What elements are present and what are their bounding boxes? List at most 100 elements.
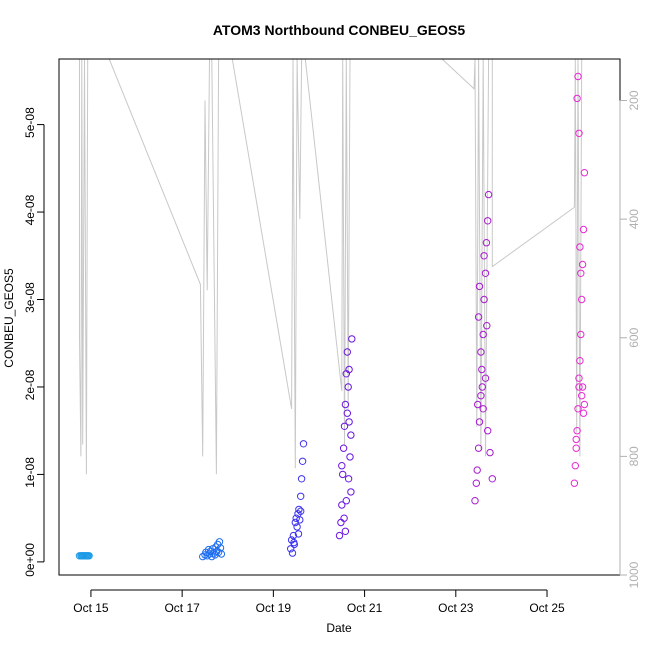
data-point [335, 531, 344, 540]
data-point [579, 409, 588, 417]
data-point [575, 374, 583, 382]
x-tick-label: Oct 19 [256, 601, 292, 615]
data-point [574, 405, 582, 413]
data-point [475, 418, 484, 426]
data-point [343, 348, 351, 356]
data-point [204, 545, 213, 554]
data-point [296, 516, 304, 524]
data-point [344, 383, 352, 391]
data-point [287, 545, 295, 553]
data-point [570, 479, 579, 487]
data-point [572, 444, 580, 452]
data-point [295, 505, 303, 514]
y-tick-label: 5e-08 [23, 107, 37, 138]
data-point [580, 400, 589, 409]
series-group-5 [471, 190, 496, 505]
right-tick-label: 800 [627, 446, 641, 466]
data-point [579, 225, 588, 234]
axes-layer: Oct 15 Oct 17 Oct 19 Oct 21 Oct 23 Oct 25 0e+0… [23, 58, 641, 615]
data-points-layer [75, 72, 589, 561]
data-point [288, 549, 297, 557]
data-point [481, 374, 490, 382]
data-point [474, 400, 482, 409]
data-point [341, 400, 350, 409]
data-point [347, 431, 355, 439]
x-axis-label: Date [326, 621, 352, 635]
data-point [290, 538, 298, 547]
data-point [298, 457, 307, 465]
data-point [294, 530, 303, 538]
data-point [340, 514, 348, 522]
data-point [573, 94, 581, 103]
data-point [477, 348, 485, 356]
data-point [339, 444, 348, 452]
data-point [344, 475, 353, 483]
series-group-4 [335, 335, 356, 540]
data-point [486, 448, 494, 457]
data-point [85, 552, 93, 560]
data-point [472, 479, 480, 487]
data-point [577, 269, 585, 277]
data-point [481, 269, 490, 277]
data-point [484, 427, 492, 435]
plot-frame [58, 58, 621, 576]
data-point [299, 440, 308, 448]
data-point [574, 72, 582, 81]
data-point [477, 392, 485, 400]
data-point [478, 365, 486, 374]
data-point [488, 475, 496, 483]
data-point [575, 129, 583, 138]
data-point [345, 365, 353, 374]
series-group-2 [199, 538, 226, 561]
data-point [484, 190, 493, 199]
data-point [578, 383, 587, 391]
data-point [572, 435, 580, 444]
x-tick-label: Oct 21 [347, 601, 383, 615]
x-tick-label: Oct 17 [164, 601, 200, 615]
data-point [575, 383, 583, 391]
data-point [473, 466, 481, 474]
y-tick-label: 4e-08 [23, 194, 37, 225]
series-group-3 [287, 440, 308, 557]
y-tick-label: 1e-08 [23, 457, 37, 488]
data-point [341, 527, 350, 535]
data-point [297, 492, 305, 500]
data-point [578, 260, 587, 269]
data-point [340, 422, 349, 430]
data-point [478, 383, 486, 391]
series-group-1 [75, 552, 93, 560]
data-point [576, 357, 584, 365]
data-point [480, 252, 488, 260]
data-point [343, 409, 351, 417]
data-point [337, 518, 345, 527]
data-point [338, 462, 346, 470]
data-point [483, 322, 491, 330]
data-point [576, 243, 584, 251]
data-point [297, 507, 305, 515]
data-point [297, 475, 306, 483]
data-point [484, 217, 492, 225]
data-point [474, 313, 483, 321]
data-point [347, 488, 355, 496]
right-tick-label: 200 [627, 90, 641, 110]
data-point [577, 330, 585, 339]
data-point [578, 295, 586, 304]
data-point [479, 330, 487, 339]
data-point [578, 392, 586, 400]
data-point [346, 453, 354, 461]
data-point [482, 239, 491, 247]
x-tick-label: Oct 25 [529, 601, 565, 615]
y-tick-label: 3e-08 [23, 282, 37, 313]
data-point [217, 550, 226, 558]
y-tick-label: 0e+00 [23, 543, 37, 577]
data-point [474, 444, 483, 452]
right-tick-label: 600 [627, 327, 641, 347]
data-point [342, 497, 350, 505]
data-point [571, 462, 579, 470]
y-tick-label: 2e-08 [23, 369, 37, 400]
data-point [475, 282, 484, 291]
pressure-trace-line [79, 59, 584, 475]
data-point [338, 501, 346, 509]
